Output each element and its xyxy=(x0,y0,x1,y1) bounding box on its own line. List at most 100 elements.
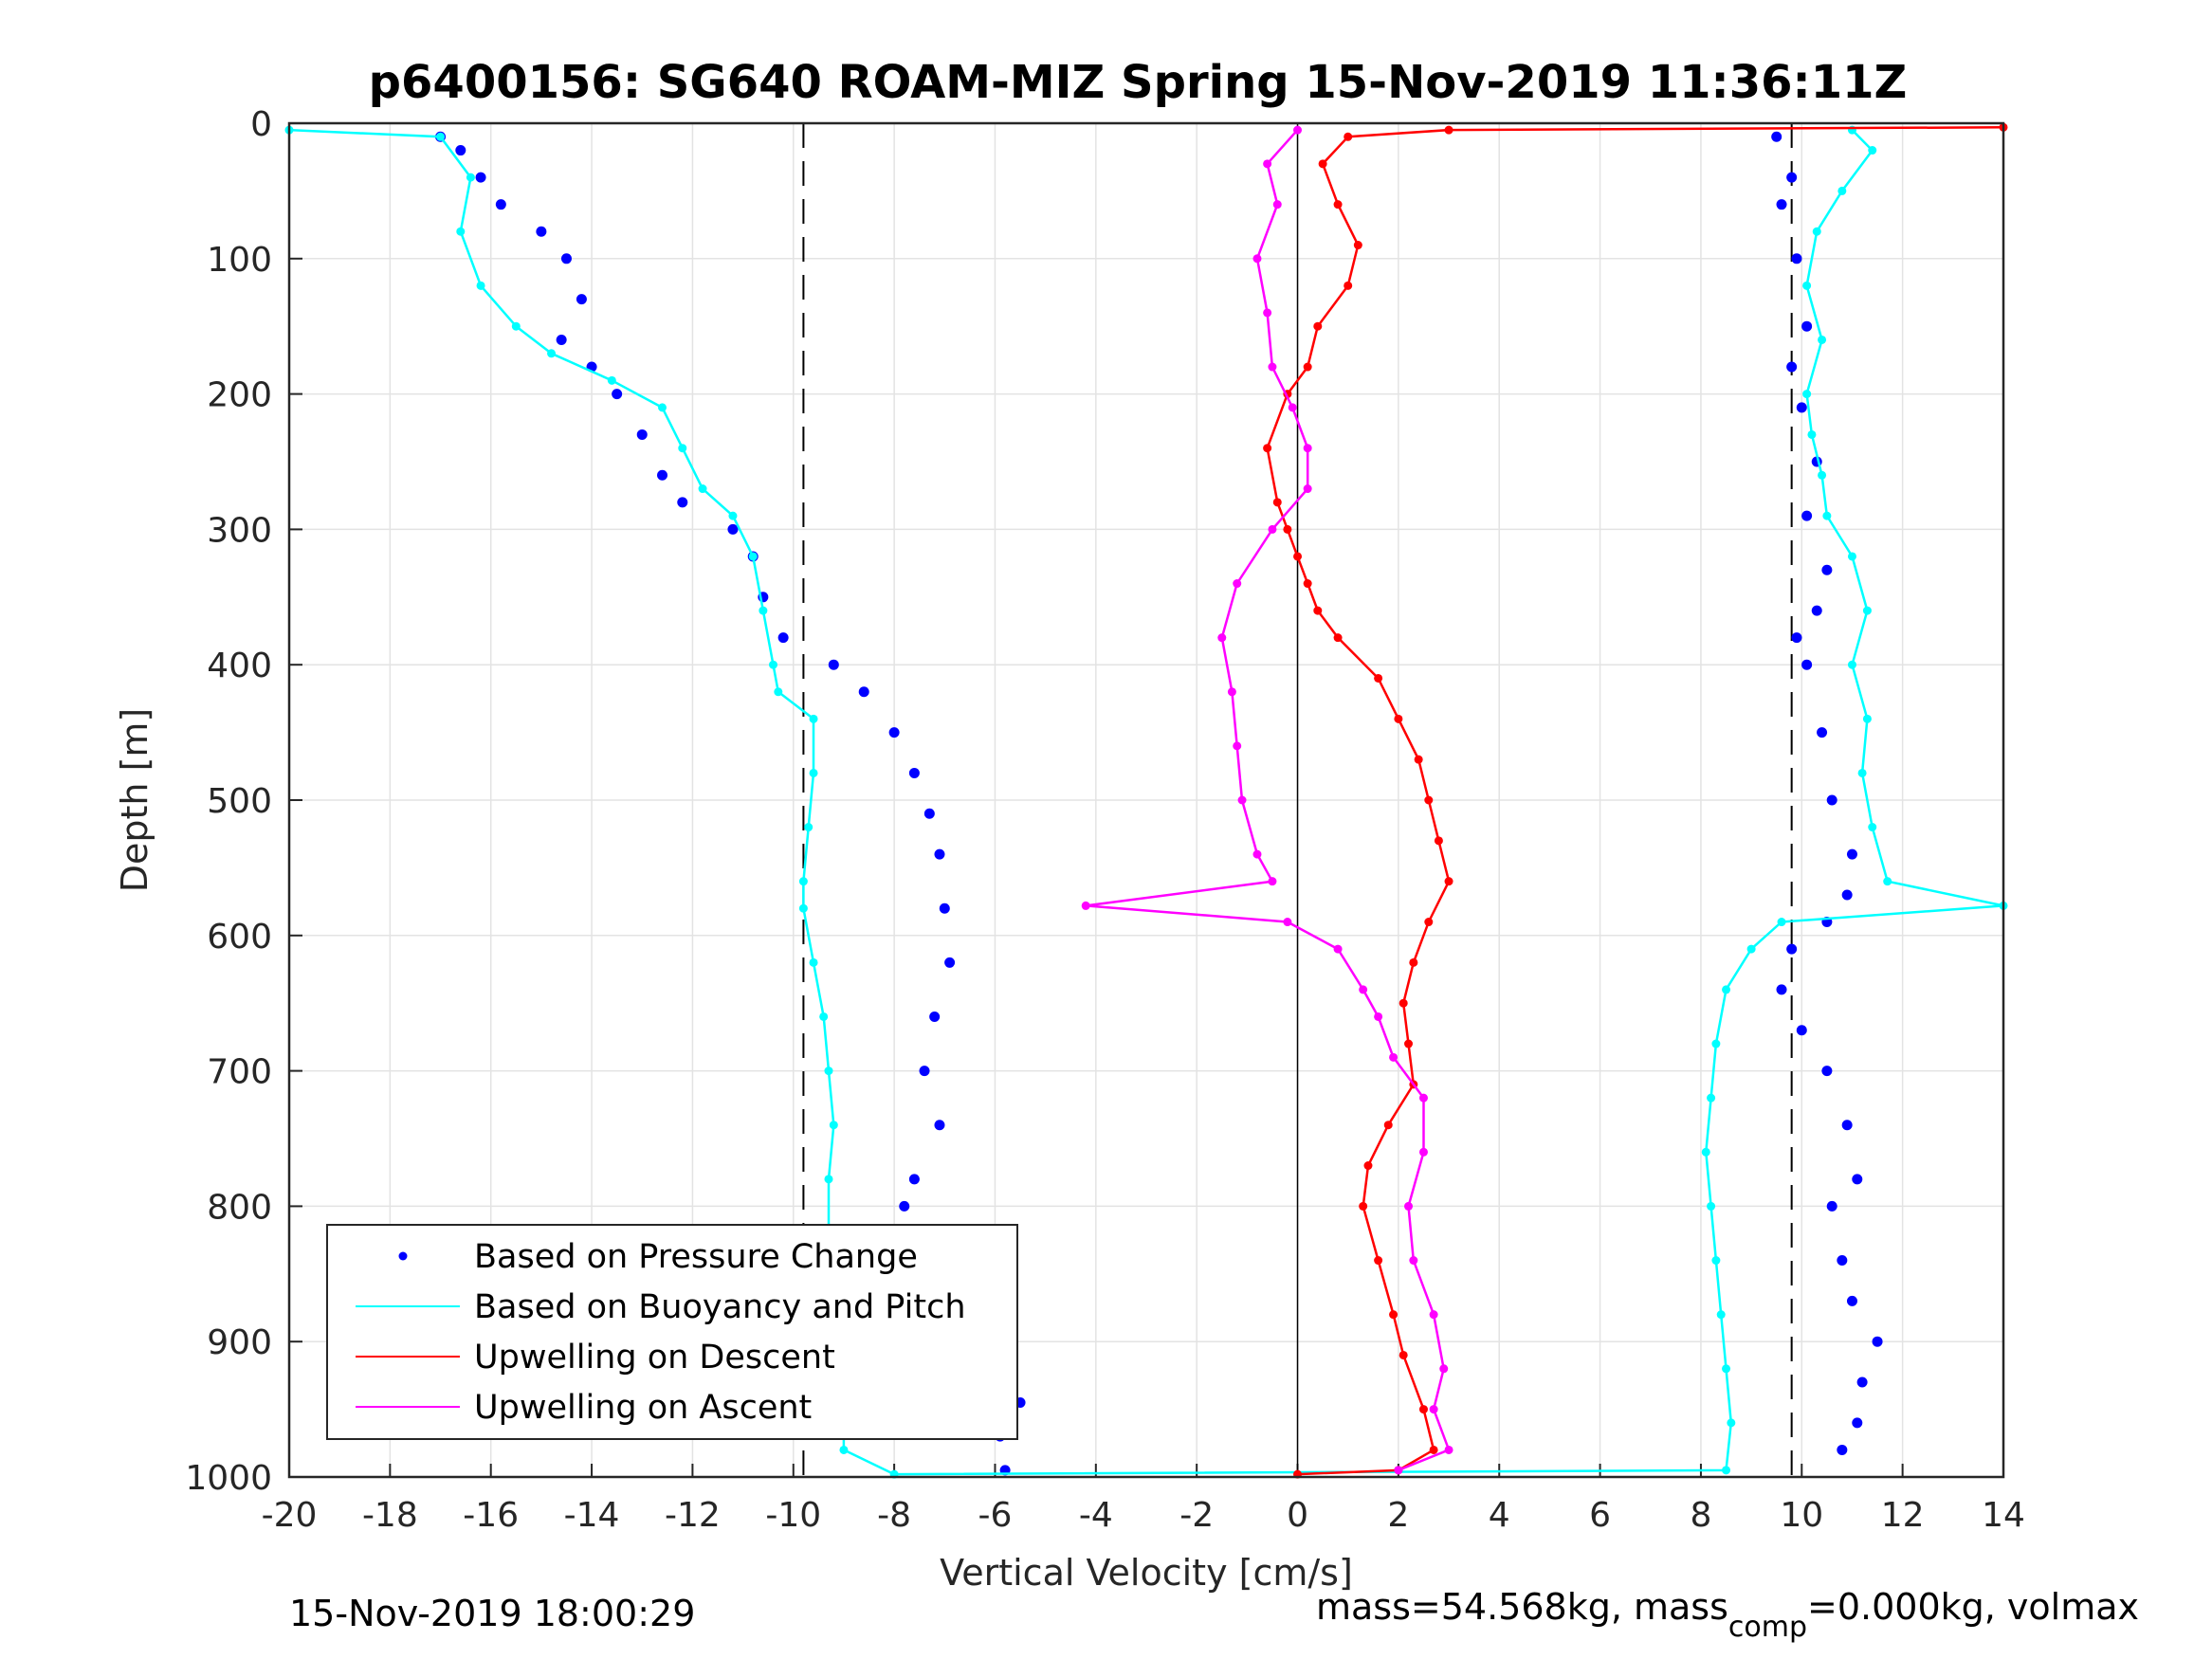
x-tick-labels: -20 -18 -16 -14 -12 -10 -8 -6 -4 -2 0 2 4 6 8 10 12 14 xyxy=(262,1496,2025,1535)
x-tick-label: -2 xyxy=(1179,1496,1214,1535)
series-point-3 xyxy=(1303,444,1312,453)
pressure-point xyxy=(560,253,572,264)
series-point-3 xyxy=(1374,1012,1383,1021)
series-point-1 xyxy=(1868,146,1877,155)
pressure-point xyxy=(636,428,648,440)
pressure-point xyxy=(1837,1444,1848,1455)
series-point-1 xyxy=(1847,552,1856,561)
pressure-point xyxy=(934,1120,945,1131)
series-point-1 xyxy=(698,484,707,494)
series-point-3 xyxy=(1429,1405,1438,1414)
legend-entry-descent: Upwelling on Descent xyxy=(474,1339,835,1376)
pressure-point xyxy=(1801,659,1813,670)
footer-mass-sub: comp xyxy=(1728,1611,1807,1644)
series-point-1 xyxy=(748,552,758,561)
pressure-point xyxy=(1821,1066,1833,1077)
series-point-3 xyxy=(1268,877,1277,886)
pressure-point xyxy=(1801,320,1813,332)
series-point-2 xyxy=(1303,579,1312,589)
x-tick-label: -18 xyxy=(362,1496,418,1535)
series-point-1 xyxy=(1802,390,1812,399)
series-point-1 xyxy=(1862,714,1872,723)
series-point-1 xyxy=(547,349,557,358)
y-tick-label: 0 xyxy=(250,105,272,144)
series-point-1 xyxy=(1727,1418,1736,1428)
series-point-1 xyxy=(1883,877,1892,886)
series-point-1 xyxy=(809,957,818,967)
pressure-point xyxy=(858,686,869,698)
series-point-2 xyxy=(1318,159,1327,169)
pressure-point xyxy=(495,199,506,210)
series-point-2 xyxy=(1383,1121,1393,1130)
series-point-1 xyxy=(1812,227,1821,236)
series-point-1 xyxy=(1802,281,1812,290)
pressure-point xyxy=(1786,172,1798,183)
series-point-3 xyxy=(1227,687,1236,697)
pressure-point xyxy=(556,334,567,345)
series-point-3 xyxy=(1389,1052,1398,1062)
pressure-point xyxy=(612,389,623,400)
x-tick-label: 14 xyxy=(1982,1496,2025,1535)
pressure-point xyxy=(908,1174,920,1185)
pressure-point xyxy=(576,294,587,305)
series-point-1 xyxy=(728,511,738,520)
series-point-1 xyxy=(1711,1039,1721,1048)
legend: Based on Pressure Change Based on Buoyan… xyxy=(326,1224,1018,1440)
x-tick-label: 0 xyxy=(1287,1496,1308,1535)
series-point-1 xyxy=(1868,823,1877,832)
series-point-1 xyxy=(839,1445,849,1454)
series-point-1 xyxy=(1862,606,1872,615)
pressure-point xyxy=(923,808,935,819)
x-tick-label: -20 xyxy=(262,1496,318,1535)
pressure-point xyxy=(1872,1336,1883,1347)
series-point-1 xyxy=(1822,511,1832,520)
x-tick-label: -6 xyxy=(978,1496,1013,1535)
series-point-1 xyxy=(1707,1201,1716,1211)
series-point-3 xyxy=(1252,254,1262,264)
x-tick-label: -12 xyxy=(665,1496,721,1535)
series-point-3 xyxy=(1263,308,1272,318)
x-tick-label: 6 xyxy=(1589,1496,1611,1535)
pressure-point xyxy=(908,767,920,778)
series-point-3 xyxy=(1409,1256,1418,1266)
pressure-point xyxy=(657,469,668,481)
pressure-point xyxy=(1852,1417,1863,1429)
legend-entry-buoyancy: Based on Buoyancy and Pitch xyxy=(474,1288,966,1326)
footer-mass-suffix: =0.000kg, volmax xyxy=(1807,1586,2139,1628)
series-point-3 xyxy=(1444,1445,1453,1454)
series-point-2 xyxy=(1414,755,1423,764)
series-point-1 xyxy=(1716,1310,1726,1320)
reference-lines xyxy=(802,123,1793,1477)
pressure-point xyxy=(727,523,739,535)
series-point-2 xyxy=(1444,125,1453,135)
series-point-1 xyxy=(1701,1147,1710,1157)
series-point-2 xyxy=(1293,552,1303,561)
x-tick-label: -10 xyxy=(765,1496,821,1535)
series-point-2 xyxy=(1303,362,1312,372)
pressure-point xyxy=(777,632,789,644)
series-point-1 xyxy=(658,403,667,412)
pressure-point xyxy=(888,727,900,738)
pressure-point xyxy=(1786,943,1798,955)
x-tick-label: -16 xyxy=(463,1496,519,1535)
series-point-1 xyxy=(829,1121,838,1130)
x-axis-label: Vertical Velocity [cm/s] xyxy=(940,1552,1353,1594)
series-point-2 xyxy=(1394,714,1403,723)
series-point-2 xyxy=(1313,321,1323,331)
series-point-3 xyxy=(1263,159,1272,169)
pressure-point xyxy=(1796,1025,1807,1036)
y-tick-label: 800 xyxy=(207,1188,272,1227)
pressure-point xyxy=(1776,199,1787,210)
series-point-1 xyxy=(774,687,783,697)
series-point-2 xyxy=(1359,1201,1368,1211)
series-line-1 xyxy=(288,128,2005,1476)
pressure-point xyxy=(944,957,956,968)
grid-lines xyxy=(288,122,2004,1478)
series-point-3 xyxy=(1233,579,1242,589)
series-point-1 xyxy=(1746,944,1756,954)
pressure-point xyxy=(1826,1200,1837,1212)
footer-mass-info: mass=54.568kg, masscomp=0.000kg, volmax xyxy=(1316,1586,2139,1644)
series-point-1 xyxy=(804,823,814,832)
series-point-1 xyxy=(1722,1364,1731,1374)
footer-mass-prefix: mass=54.568kg, mass xyxy=(1316,1586,1728,1628)
